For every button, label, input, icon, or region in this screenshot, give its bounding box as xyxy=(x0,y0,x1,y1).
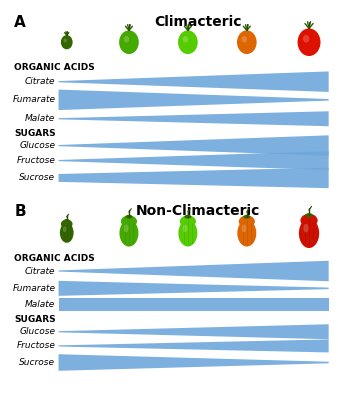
Polygon shape xyxy=(58,354,329,371)
Circle shape xyxy=(297,28,320,56)
Text: Climacteric: Climacteric xyxy=(154,15,241,29)
Ellipse shape xyxy=(178,220,197,246)
Polygon shape xyxy=(58,151,329,170)
Polygon shape xyxy=(58,90,329,110)
Ellipse shape xyxy=(242,224,246,232)
Ellipse shape xyxy=(180,216,196,228)
Text: Fumarate: Fumarate xyxy=(12,95,55,104)
Ellipse shape xyxy=(121,216,137,228)
Polygon shape xyxy=(58,72,329,92)
Ellipse shape xyxy=(60,223,74,243)
Circle shape xyxy=(237,30,257,54)
Circle shape xyxy=(242,36,247,42)
Polygon shape xyxy=(58,135,329,156)
Polygon shape xyxy=(58,324,329,339)
Circle shape xyxy=(61,35,73,49)
Text: Sucrose: Sucrose xyxy=(19,358,55,367)
Text: Non-Climacteric: Non-Climacteric xyxy=(136,204,260,218)
Text: Fructose: Fructose xyxy=(17,156,55,165)
Text: Citrate: Citrate xyxy=(25,266,55,276)
Polygon shape xyxy=(58,261,329,281)
Polygon shape xyxy=(58,111,329,126)
Text: ORGANIC ACIDS: ORGANIC ACIDS xyxy=(14,254,95,263)
Ellipse shape xyxy=(300,214,318,227)
Polygon shape xyxy=(58,168,329,188)
Text: Malate: Malate xyxy=(25,114,55,123)
Text: Glucose: Glucose xyxy=(19,141,55,150)
Ellipse shape xyxy=(125,215,132,219)
Text: B: B xyxy=(14,204,26,219)
Ellipse shape xyxy=(124,224,128,232)
Text: SUGARS: SUGARS xyxy=(14,129,56,138)
Text: SUGARS: SUGARS xyxy=(14,316,56,324)
Ellipse shape xyxy=(119,220,139,246)
Text: Sucrose: Sucrose xyxy=(19,174,55,182)
Text: Fumarate: Fumarate xyxy=(12,284,55,293)
Ellipse shape xyxy=(64,219,69,222)
Text: A: A xyxy=(14,15,26,30)
Polygon shape xyxy=(58,340,329,352)
Text: Malate: Malate xyxy=(25,300,55,309)
Text: Fructose: Fructose xyxy=(17,342,55,350)
Ellipse shape xyxy=(239,216,255,228)
Ellipse shape xyxy=(305,213,313,217)
Ellipse shape xyxy=(61,220,73,228)
Ellipse shape xyxy=(184,215,192,219)
Circle shape xyxy=(183,36,188,42)
Ellipse shape xyxy=(63,226,66,232)
Polygon shape xyxy=(58,281,329,296)
Ellipse shape xyxy=(304,224,309,232)
Ellipse shape xyxy=(237,220,256,246)
Circle shape xyxy=(119,30,139,54)
Text: ORGANIC ACIDS: ORGANIC ACIDS xyxy=(14,63,95,72)
Polygon shape xyxy=(58,298,329,311)
Circle shape xyxy=(124,36,129,42)
Circle shape xyxy=(303,35,309,43)
Text: Glucose: Glucose xyxy=(19,327,55,336)
Circle shape xyxy=(64,38,67,42)
Ellipse shape xyxy=(299,218,319,248)
Ellipse shape xyxy=(243,215,250,219)
Circle shape xyxy=(178,30,198,54)
Ellipse shape xyxy=(183,224,187,232)
Text: Citrate: Citrate xyxy=(25,77,55,86)
